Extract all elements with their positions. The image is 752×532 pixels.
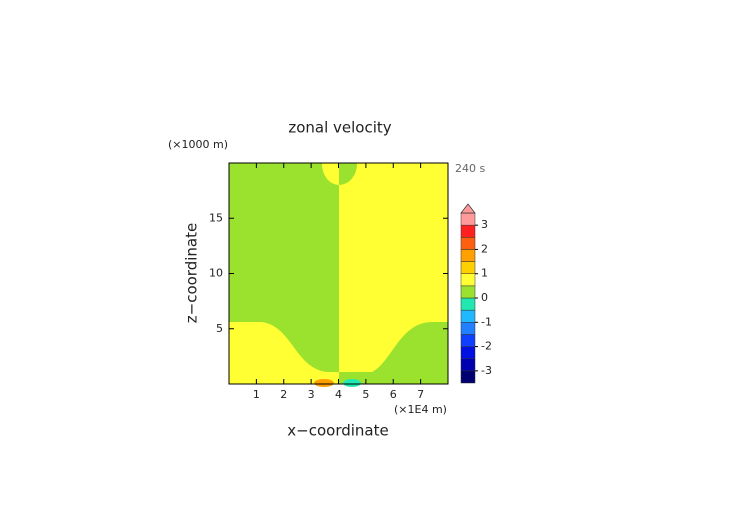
region (229, 322, 339, 384)
x-tick-label: 3 (308, 388, 315, 401)
colorbar-tick-label: 2 (481, 242, 488, 255)
x-tick-label: 1 (253, 388, 260, 401)
colorbar-segment (460, 334, 476, 347)
region (339, 163, 358, 186)
x-tick-label: 5 (362, 388, 369, 401)
x-axis-label: x−coordinate (287, 422, 388, 440)
colorbar-segment (460, 273, 476, 287)
colorbar-segment (460, 237, 476, 250)
field (229, 163, 448, 387)
y-axis-label: z−coordinate (183, 223, 201, 323)
x-tick-label: 4 (335, 388, 342, 401)
colorbar-segment (460, 212, 476, 226)
colorbar-segment (460, 249, 476, 262)
colorbar-segment (460, 309, 476, 323)
y-tick-label: 5 (216, 322, 223, 335)
colorbar-segment (460, 285, 476, 299)
y-tick-label: 10 (209, 267, 223, 280)
colorbar-tick-label: 0 (481, 291, 488, 304)
x-unit: (×1E4 m) (394, 403, 447, 416)
y-unit: (×1000 m) (168, 138, 228, 151)
region (339, 322, 448, 384)
colorbar-segment (460, 261, 476, 274)
colorbar-segment (460, 358, 476, 372)
colorbar-segment (460, 346, 476, 359)
x-tick-label: 6 (390, 388, 397, 401)
colorbar-tick-label: -3 (481, 364, 492, 377)
time-label: 240 s (455, 162, 485, 175)
colorbar-tick-label: -1 (481, 315, 492, 328)
y-tick-label: 15 (209, 211, 223, 224)
colorbar-segment (460, 297, 476, 311)
region (314, 379, 334, 387)
colorbar-tick-label: 1 (481, 267, 488, 280)
region (321, 163, 339, 186)
colorbar-extend (460, 203, 476, 214)
colorbar-segment (460, 370, 476, 384)
x-tick-label: 2 (280, 388, 287, 401)
colorbar-tick-label: 3 (481, 218, 488, 231)
colorbar-tick-label: -2 (481, 340, 492, 353)
chart-title: zonal velocity (288, 119, 391, 137)
colorbar-segment (460, 322, 476, 335)
x-tick-label: 7 (417, 388, 424, 401)
colorbar-segment (460, 224, 476, 238)
region (343, 379, 361, 387)
